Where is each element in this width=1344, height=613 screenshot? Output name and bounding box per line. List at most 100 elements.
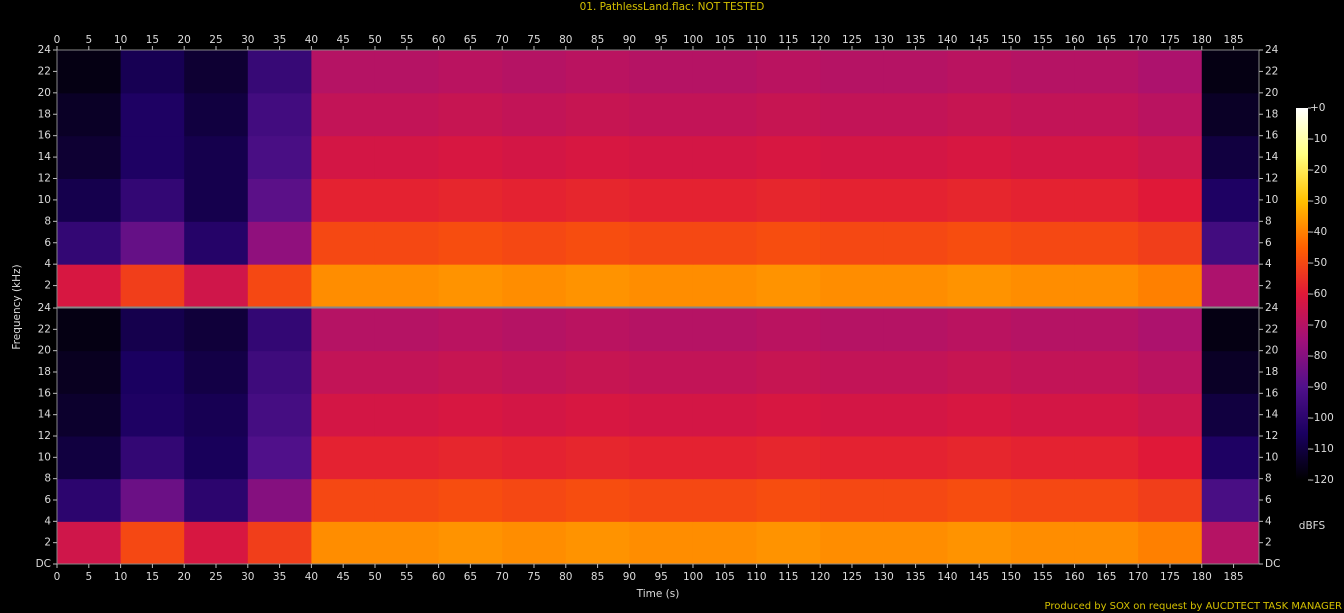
colorbar xyxy=(1296,108,1308,480)
spectrogram-cell xyxy=(1010,178,1076,222)
y-axis-label: Frequency (kHz) xyxy=(11,264,23,349)
spectrogram-cell xyxy=(820,308,885,352)
y-tick-label: 6 xyxy=(1265,494,1272,506)
spectrogram-cell xyxy=(1010,393,1076,437)
spectrogram-cell xyxy=(629,221,694,265)
spectrogram-cell xyxy=(1201,50,1260,94)
spectrogram-cell xyxy=(1138,521,1203,565)
spectrogram-cell xyxy=(374,308,440,352)
spectrogram-cell xyxy=(1010,221,1076,265)
x-tick-label: 10 xyxy=(114,571,127,583)
spectrogram-cell xyxy=(502,135,567,179)
spectrogram-cell xyxy=(1074,178,1139,222)
spectrogram-cell xyxy=(883,478,948,522)
colorbar-tick-label: -30 xyxy=(1310,195,1327,207)
spectrogram-cell xyxy=(883,264,948,308)
spectrogram-cell xyxy=(1138,135,1203,179)
spectrogram-cell xyxy=(247,221,312,265)
spectrogram-cell xyxy=(1138,393,1203,437)
y-tick-label: 2 xyxy=(1265,537,1272,549)
spectrogram-cell xyxy=(565,135,630,179)
x-tick-label: 105 xyxy=(715,34,735,46)
spectrogram-cell xyxy=(883,436,948,480)
spectrogram-cell xyxy=(756,221,821,265)
spectrogram-cell xyxy=(820,50,885,94)
spectrogram-cell xyxy=(184,221,249,265)
spectrogram-cell xyxy=(120,50,185,94)
spectrogram-cell xyxy=(438,393,503,437)
colorbar-tick-label: -60 xyxy=(1310,288,1327,300)
spectrogram-cell xyxy=(438,135,503,179)
spectrogram-cell xyxy=(565,521,630,565)
spectrogram-cell xyxy=(756,478,821,522)
x-tick-label: 120 xyxy=(810,571,830,583)
spectrogram-cell xyxy=(1138,264,1203,308)
spectrogram-cell xyxy=(820,478,885,522)
spectrogram-cell xyxy=(947,521,1012,565)
spectrogram-cell xyxy=(1201,308,1260,352)
spectrogram-cell xyxy=(57,478,122,522)
spectrogram-cell xyxy=(374,393,440,437)
spectrogram-cell xyxy=(374,521,440,565)
x-tick-label: 10 xyxy=(114,34,127,46)
y-tick-label: 6 xyxy=(44,494,51,506)
spectrogram-cell xyxy=(120,436,185,480)
spectrogram-cell xyxy=(120,308,185,352)
x-tick-label: 75 xyxy=(527,571,540,583)
spectrogram-cell xyxy=(1201,478,1260,522)
spectrogram-cell xyxy=(820,135,885,179)
spectrogram-cell xyxy=(1201,92,1260,137)
x-tick-label: 65 xyxy=(464,34,477,46)
x-tick-label: 130 xyxy=(874,571,894,583)
spectrogram-cell xyxy=(184,350,249,394)
spectrogram-cell xyxy=(820,92,885,137)
spectrogram-cell xyxy=(565,436,630,480)
spectrogram-cell xyxy=(502,50,567,94)
x-tick-label: 170 xyxy=(1128,34,1148,46)
x-tick-label: 55 xyxy=(400,34,413,46)
spectrogram-cell xyxy=(565,178,630,222)
spectrogram-cell xyxy=(947,308,1012,352)
x-tick-label: 90 xyxy=(623,571,636,583)
spectrogram-cell xyxy=(438,50,503,94)
spectrogram-cell xyxy=(756,521,821,565)
spectrogram-cell xyxy=(947,478,1012,522)
spectrogram-cell xyxy=(692,135,758,179)
spectrogram-cell xyxy=(1010,50,1076,94)
y-tick-label: 10 xyxy=(1265,451,1278,463)
spectrogram-cell xyxy=(1074,308,1139,352)
y-tick-label: 24 xyxy=(1265,44,1279,56)
x-tick-label: 25 xyxy=(209,571,222,583)
spectrogram-cell xyxy=(1138,50,1203,94)
y-tick-label: DC xyxy=(1265,558,1280,570)
spectrogram-cell xyxy=(883,308,948,352)
y-tick-label: 4 xyxy=(1265,258,1272,270)
x-tick-label: 180 xyxy=(1192,571,1212,583)
spectrogram-cell xyxy=(374,264,440,308)
spectrogram-cell xyxy=(247,308,312,352)
x-tick-label: 160 xyxy=(1065,34,1085,46)
spectrogram-cell xyxy=(57,135,122,179)
spectrogram-cell xyxy=(438,264,503,308)
spectrogram-cell xyxy=(311,436,376,480)
spectrogram-cell xyxy=(247,393,312,437)
y-tick-label: 8 xyxy=(44,473,51,485)
spectrogram-cell xyxy=(629,521,694,565)
colorbar-tick-label: -120 xyxy=(1310,474,1334,486)
spectrogram-cell xyxy=(502,221,567,265)
spectrogram-cell xyxy=(57,393,122,437)
y-tick-label: 18 xyxy=(38,108,51,120)
x-tick-label: 90 xyxy=(623,34,636,46)
x-axis-label: Time (s) xyxy=(636,588,680,600)
y-tick-label: 16 xyxy=(38,130,52,142)
colorbar-tick-label: -80 xyxy=(1310,350,1327,362)
spectrogram-cell xyxy=(756,135,821,179)
y-tick-label: 2 xyxy=(1265,280,1272,292)
x-tick-label: 135 xyxy=(906,34,926,46)
y-tick-label: 20 xyxy=(1265,87,1278,99)
x-tick-label: 160 xyxy=(1065,571,1085,583)
colorbar-tick-label: -100 xyxy=(1310,412,1334,424)
y-tick-label: 16 xyxy=(38,387,52,399)
